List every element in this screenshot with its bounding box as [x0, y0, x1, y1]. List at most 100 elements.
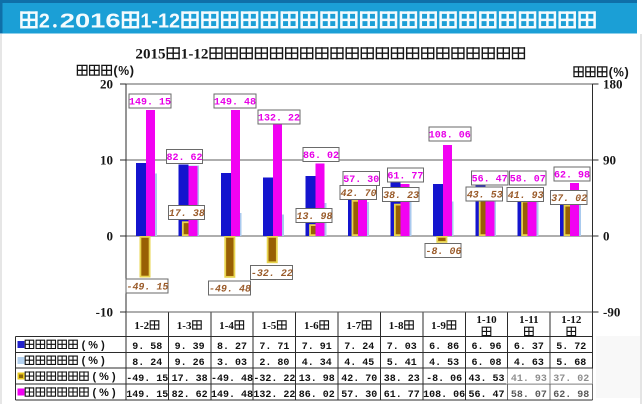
svg-text:2: 2: [39, 10, 50, 32]
svg-text:58. 07: 58. 07: [510, 175, 546, 186]
svg-text:(: (: [609, 65, 614, 80]
svg-text:82. 62: 82. 62: [172, 390, 208, 401]
svg-text:86. 02: 86. 02: [303, 151, 339, 162]
svg-text:17. 38: 17. 38: [172, 374, 208, 385]
svg-text:): ): [101, 355, 105, 367]
svg-text:1-8: 1-8: [389, 320, 404, 332]
svg-text:1-10: 1-10: [476, 314, 497, 326]
svg-text:2016: 2016: [60, 10, 121, 32]
svg-text:6. 86: 6. 86: [429, 342, 459, 353]
svg-text:1-12: 1-12: [561, 314, 582, 326]
svg-text:43. 53: 43. 53: [468, 374, 504, 385]
svg-text:2015: 2015: [135, 47, 165, 63]
svg-text:108. 06: 108. 06: [423, 390, 465, 401]
svg-text:58. 07: 58. 07: [511, 390, 547, 401]
svg-text:61. 77: 61. 77: [384, 390, 420, 401]
svg-text:3. 03: 3. 03: [217, 358, 247, 369]
svg-text:37. 02: 37. 02: [550, 194, 588, 205]
svg-text:7. 71: 7. 71: [259, 342, 289, 353]
svg-text:43. 53: 43. 53: [466, 191, 504, 202]
svg-text:90: 90: [603, 153, 616, 168]
svg-text:-32. 22: -32. 22: [253, 374, 295, 385]
svg-text:%: %: [118, 63, 129, 78]
svg-text:1-11: 1-11: [519, 314, 539, 326]
svg-text:62. 98: 62. 98: [553, 390, 589, 401]
svg-text:(: (: [82, 355, 86, 367]
svg-text:42. 70: 42. 70: [339, 189, 377, 200]
svg-text:): ): [624, 65, 628, 80]
svg-text:1-12: 1-12: [181, 47, 209, 63]
svg-text:-90: -90: [603, 305, 620, 320]
svg-text:-8. 06: -8. 06: [426, 374, 462, 385]
svg-text:42. 70: 42. 70: [341, 374, 377, 385]
svg-text:56. 47: 56. 47: [468, 390, 504, 401]
svg-text:13. 98: 13. 98: [295, 212, 333, 223]
svg-text:180: 180: [603, 77, 623, 92]
svg-text:132. 22: 132. 22: [253, 390, 295, 401]
svg-text:1-5: 1-5: [262, 320, 277, 332]
svg-text:6. 08: 6. 08: [471, 358, 501, 369]
svg-text:86. 02: 86. 02: [299, 390, 335, 401]
svg-text:149. 15: 149. 15: [129, 98, 171, 109]
svg-text:1-12: 1-12: [140, 10, 180, 32]
svg-text:56. 47: 56. 47: [472, 175, 508, 186]
svg-text:2. 80: 2. 80: [259, 358, 289, 369]
svg-text:17. 38: 17. 38: [168, 209, 206, 220]
svg-text:57. 30: 57. 30: [343, 175, 379, 186]
svg-text:): ): [101, 339, 105, 351]
svg-text:7. 91: 7. 91: [302, 342, 332, 353]
svg-text:5. 41: 5. 41: [387, 358, 417, 369]
svg-text:%: %: [99, 371, 109, 383]
svg-text:9. 58: 9. 58: [132, 342, 162, 353]
svg-text:7. 03: 7. 03: [387, 342, 417, 353]
svg-text:-49. 15: -49. 15: [125, 283, 169, 294]
svg-text:62. 98: 62. 98: [554, 171, 590, 182]
svg-text:4. 34: 4. 34: [302, 358, 332, 369]
svg-text:1-4: 1-4: [219, 320, 234, 332]
svg-text:): ): [130, 63, 134, 78]
svg-text:9. 26: 9. 26: [175, 358, 205, 369]
svg-text:%: %: [99, 387, 109, 399]
svg-text:): ): [112, 371, 116, 383]
svg-text:6. 37: 6. 37: [514, 342, 544, 353]
svg-text:20: 20: [100, 77, 113, 92]
svg-text:-8. 06: -8. 06: [424, 247, 462, 258]
svg-text:5. 68: 5. 68: [556, 358, 586, 369]
svg-text:8. 27: 8. 27: [217, 342, 247, 353]
svg-text:4. 63: 4. 63: [514, 358, 544, 369]
svg-text:(: (: [82, 339, 86, 351]
svg-text:108. 06: 108. 06: [429, 131, 471, 142]
svg-text:7. 24: 7. 24: [344, 342, 374, 353]
svg-text:38. 23: 38. 23: [382, 191, 420, 202]
svg-text:(: (: [92, 387, 96, 399]
svg-text:0: 0: [107, 229, 114, 244]
svg-text:4. 45: 4. 45: [344, 358, 374, 369]
svg-text:-49. 48: -49. 48: [208, 285, 252, 296]
svg-text:1-7: 1-7: [346, 320, 361, 332]
svg-text:): ): [112, 387, 116, 399]
svg-text:5. 72: 5. 72: [556, 342, 586, 353]
svg-text:-32. 22: -32. 22: [250, 269, 294, 280]
svg-text:61. 77: 61. 77: [387, 172, 423, 183]
svg-text:(: (: [92, 371, 96, 383]
svg-text:1-6: 1-6: [304, 320, 319, 332]
svg-text:6. 96: 6. 96: [471, 342, 501, 353]
svg-text:%: %: [613, 65, 624, 80]
svg-text:132. 22: 132. 22: [258, 114, 300, 125]
svg-text:8. 24: 8. 24: [132, 358, 162, 369]
svg-text:(: (: [113, 63, 118, 78]
svg-text:-49. 15: -49. 15: [126, 374, 168, 385]
svg-text:149. 15: 149. 15: [126, 390, 168, 401]
svg-text:-10: -10: [96, 305, 113, 320]
svg-text:149. 48: 149. 48: [214, 98, 256, 109]
svg-text:4. 53: 4. 53: [429, 358, 459, 369]
svg-text:149. 48: 149. 48: [211, 390, 253, 401]
svg-text:10: 10: [100, 153, 113, 168]
svg-text:-49. 48: -49. 48: [211, 374, 253, 385]
svg-text:13. 98: 13. 98: [299, 374, 335, 385]
svg-text:1-9: 1-9: [431, 320, 446, 332]
svg-text:%: %: [88, 339, 98, 351]
svg-text:82. 62: 82. 62: [166, 153, 202, 164]
svg-text:1-3: 1-3: [177, 320, 192, 332]
svg-text:57. 30: 57. 30: [341, 390, 377, 401]
